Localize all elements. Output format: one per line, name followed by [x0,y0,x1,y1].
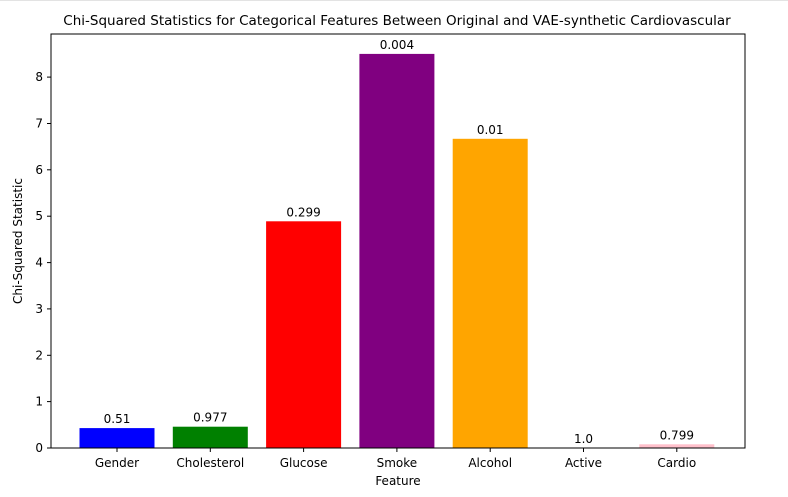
bar-value-label-glucose: 0.299 [286,205,320,219]
y-tick-label-5: 5 [35,209,43,223]
y-tick-label-6: 6 [35,163,43,177]
y-axis: 0 1 2 3 4 5 6 7 8 [35,70,51,455]
x-tick-label-gender: Gender [95,456,139,470]
y-tick-label-0: 0 [35,441,43,455]
x-tick-label-smoke: Smoke [377,456,418,470]
bar-value-labels: 0.51 0.977 0.299 0.004 0.01 1.0 0.799 [104,38,694,446]
y-tick-label-8: 8 [35,70,43,84]
bar-cardio [639,444,715,448]
x-tick-label-cardio: Cardio [657,456,696,470]
y-tick-label-1: 1 [35,395,43,409]
y-tick-label-3: 3 [35,302,43,316]
y-tick-label-4: 4 [35,256,43,270]
bar-glucose [266,221,342,448]
chart-title: Chi-Squared Statistics for Categorical F… [63,13,731,29]
bar-value-label-gender: 0.51 [104,412,131,426]
x-tick-label-cholesterol: Cholesterol [176,456,244,470]
x-tick-label-glucose: Glucose [280,456,328,470]
bar-value-label-active: 1.0 [574,432,593,446]
y-axis-label: Chi-Squared Statistic [11,178,25,304]
bar-smoke [359,53,435,449]
y-tick-label-7: 7 [35,117,43,131]
bar-gender [79,428,155,448]
y-tick-label-2: 2 [35,348,43,362]
bars [79,53,715,449]
top-divider [0,0,788,1]
x-tick-label-active: Active [565,456,602,470]
bar-value-label-cholesterol: 0.977 [193,411,227,425]
bar-value-label-smoke: 0.004 [380,38,414,52]
bar-value-label-alcohol: 0.01 [477,123,504,137]
x-tick-label-alcohol: Alcohol [468,456,512,470]
bar-alcohol [452,138,528,449]
x-axis: Gender Cholesterol Glucose Smoke Alcohol Acti… [95,448,696,470]
x-axis-label: Feature [375,474,420,488]
bar-cholesterol [172,426,248,448]
plot-frame [50,33,746,449]
bar-value-label-cardio: 0.799 [660,428,694,442]
